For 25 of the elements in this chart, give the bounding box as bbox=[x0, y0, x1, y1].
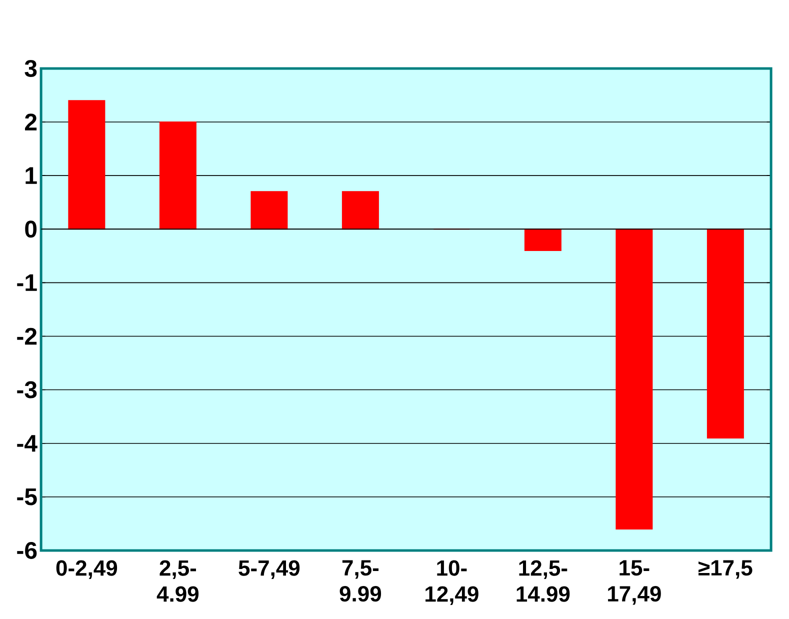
y-tick-label: 2 bbox=[25, 114, 37, 130]
bar bbox=[616, 228, 653, 530]
x-tick-label: 0-2,49 bbox=[56, 560, 118, 580]
bar bbox=[250, 191, 288, 230]
x-tick-label: 7,5-9.99 bbox=[340, 560, 382, 602]
y-tick-label: -5 bbox=[17, 488, 37, 506]
y-tick-label: -1 bbox=[17, 274, 37, 291]
bar bbox=[706, 228, 744, 438]
x-tick-label: ≥17,5 bbox=[698, 560, 752, 579]
y-tick-label: 1 bbox=[26, 167, 37, 184]
x-tick-label: 5-7,49 bbox=[238, 560, 300, 580]
bar bbox=[159, 122, 196, 230]
y-tick-label: -2 bbox=[17, 328, 37, 345]
x-tick-label: 12,5-14.99 bbox=[516, 560, 570, 602]
y-tick-label: 3 bbox=[24, 60, 37, 77]
y-tick-label: -3 bbox=[17, 381, 37, 398]
bar bbox=[342, 191, 379, 230]
y-tick-label: 0 bbox=[25, 220, 37, 238]
x-tick-label: 2,5-4.99 bbox=[156, 560, 199, 602]
x-tick-label: 15-17,49 bbox=[608, 560, 661, 605]
bar bbox=[524, 228, 562, 252]
y-tick-label: -4 bbox=[17, 435, 38, 452]
y-tick-label: -6 bbox=[17, 542, 37, 559]
bar bbox=[68, 100, 106, 230]
x-tick-label: 10-12,49 bbox=[426, 560, 478, 606]
